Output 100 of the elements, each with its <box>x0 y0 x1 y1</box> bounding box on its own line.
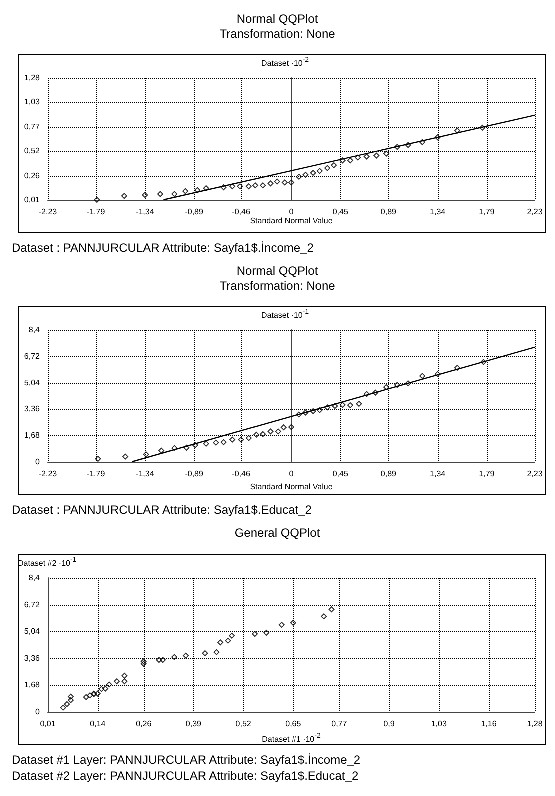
point <box>220 439 227 446</box>
point <box>140 660 147 667</box>
point <box>260 431 266 438</box>
chart-title: Normal QQPlot <box>236 264 319 278</box>
y-tick-label: 6,72 <box>24 600 41 610</box>
point <box>246 184 252 190</box>
text: Dataset #2 Layer: PANNJURCULAR Attribute: Sayfa1$.Educat_2 <box>12 769 359 783</box>
point <box>220 184 227 191</box>
point <box>160 657 166 664</box>
point <box>347 158 354 164</box>
point <box>94 690 101 697</box>
point <box>98 686 105 692</box>
text: Dataset : PANNJURCULAR Attribute: Sayfa1$.Educat_2 <box>12 503 312 517</box>
point <box>238 436 244 443</box>
point <box>94 197 100 203</box>
y-tick-label: 1,28 <box>24 74 41 82</box>
point <box>192 442 198 448</box>
y-tick-label: 6,72 <box>24 352 41 361</box>
point <box>302 172 309 178</box>
point <box>194 187 201 194</box>
point <box>480 124 486 131</box>
point <box>184 445 190 452</box>
point <box>254 432 260 438</box>
point <box>347 402 354 408</box>
y-tick-label: 0,77 <box>24 122 41 132</box>
x-tick-label: -0,46 <box>232 208 251 216</box>
point <box>87 692 94 699</box>
point <box>434 134 441 141</box>
point <box>225 638 232 644</box>
x-tick-label: 1,16 <box>481 720 498 728</box>
y-tick-label: 8,4 <box>28 326 41 334</box>
chart-title: Normal QQPlot <box>236 12 319 26</box>
x-tick-label: 0,89 <box>380 470 398 478</box>
x-tick-label: 0 <box>289 470 294 478</box>
x-tick-label: 0,89 <box>380 208 398 216</box>
x-tick-label: 0,45 <box>332 208 349 216</box>
point <box>420 139 426 146</box>
x-tick-label: -1,79 <box>86 470 106 478</box>
point <box>213 440 220 446</box>
x-tick-label: -1,79 <box>86 208 106 216</box>
x-tick-label: 1,34 <box>430 208 446 216</box>
x-tick-label: 0,39 <box>186 720 202 728</box>
x-tick-label: -1,34 <box>136 208 155 216</box>
y-tick-label: 0 <box>36 708 41 716</box>
point <box>252 182 258 189</box>
point <box>355 154 362 161</box>
point <box>405 380 412 387</box>
point <box>83 694 90 700</box>
point <box>68 694 74 700</box>
x-tick-label: -0,89 <box>185 208 204 216</box>
point <box>158 448 165 454</box>
point <box>182 188 189 194</box>
x-tick-label: 0,26 <box>136 720 152 728</box>
point <box>280 424 287 431</box>
point <box>275 428 282 435</box>
point <box>394 144 400 150</box>
point <box>288 180 294 186</box>
y-tick-label: 1,03 <box>24 98 41 107</box>
point <box>310 170 316 176</box>
x-tick-label: 0,14 <box>90 720 106 728</box>
y-tick-label: 0,52 <box>24 146 41 156</box>
point <box>290 620 296 626</box>
text: Dataset #1 Layer: PANNJURCULAR Attribute: Sayfa1$.İncome_2 <box>12 753 361 767</box>
point <box>157 191 164 198</box>
point <box>230 184 236 190</box>
point <box>316 168 323 174</box>
point <box>420 373 426 380</box>
x-tick-label: 1,28 <box>527 720 544 728</box>
y-tick-label: 3,36 <box>24 654 41 663</box>
point <box>106 682 112 688</box>
point <box>246 435 252 442</box>
x-axis-title: Standard Normal Value <box>250 216 334 226</box>
point <box>282 180 288 186</box>
point <box>340 158 346 164</box>
point <box>95 456 102 462</box>
x-tick-label: 0,52 <box>236 720 252 728</box>
point <box>237 184 244 190</box>
point <box>454 128 460 134</box>
x-tick-label: 1,34 <box>430 470 446 478</box>
x-axis-title: Standard Normal Value <box>250 482 334 492</box>
point <box>364 154 370 160</box>
point <box>172 445 178 452</box>
point <box>156 657 162 664</box>
y-tick-label: 0 <box>36 458 41 466</box>
text: Dataset : PANNJURCULAR Attribute: Sayfa1$.İncome_2 <box>12 241 314 255</box>
y-tick-label: 3,36 <box>24 404 41 414</box>
point <box>356 401 362 408</box>
point <box>310 408 316 414</box>
y-tick-label: 8,4 <box>28 574 41 582</box>
point <box>183 652 190 659</box>
x-tick-label: 0,65 <box>286 720 302 728</box>
point <box>268 428 274 435</box>
x-tick-label: 0 <box>289 208 294 216</box>
x-tick-label: 0,9 <box>384 720 396 728</box>
point <box>142 192 148 198</box>
y-tick-label: 0,01 <box>24 196 41 204</box>
point <box>172 654 178 660</box>
chart-subtitle: Transformation: None <box>220 279 336 293</box>
y-tick-label: 1,68 <box>24 431 41 440</box>
point <box>274 178 280 185</box>
